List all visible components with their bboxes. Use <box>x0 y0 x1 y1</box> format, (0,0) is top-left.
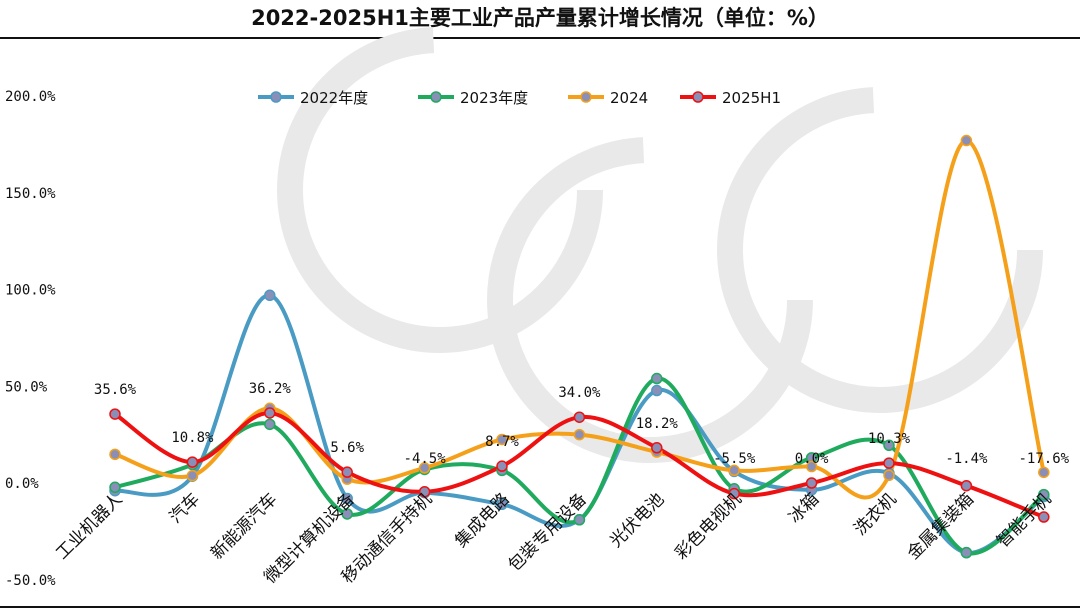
data-point <box>341 492 353 505</box>
data-point <box>109 448 121 461</box>
data-label: 0.0% <box>795 451 829 467</box>
x-tick-label: 光伏电池 <box>606 489 668 551</box>
data-point <box>728 464 740 477</box>
legend-marker <box>580 91 592 103</box>
data-point <box>341 466 353 478</box>
data-label: 10.8% <box>171 430 214 446</box>
data-label: -17.6% <box>1019 451 1070 467</box>
data-point <box>883 457 895 469</box>
legend: 2022年度 2023年度 2024 2025H1 <box>258 89 781 107</box>
y-tick-label: 150.0% <box>5 186 56 202</box>
y-tick-label: 50.0% <box>5 379 48 395</box>
x-tick-label: 新能源汽车 <box>207 489 281 563</box>
data-point <box>728 487 740 500</box>
data-point <box>573 514 586 526</box>
legend-label: 2025H1 <box>722 89 781 107</box>
data-point <box>1038 511 1050 523</box>
y-axis: -50.0% 0.0% 50.0% 100.0% 150.0% 200.0% <box>5 89 56 589</box>
legend-label: 2023年度 <box>460 89 528 107</box>
series-markers <box>109 134 1050 559</box>
data-label: 8.7% <box>485 434 519 450</box>
data-label: 34.0% <box>558 385 601 401</box>
data-point <box>418 485 431 498</box>
data-label: 36.2% <box>249 381 292 397</box>
data-point <box>573 411 586 423</box>
data-point <box>341 508 353 520</box>
x-tick-label: 工业机器人 <box>52 489 126 563</box>
x-tick-label: 包装专用设备 <box>505 489 591 575</box>
legend-marker <box>692 91 704 103</box>
data-point <box>496 433 508 446</box>
data-point <box>496 498 508 511</box>
data-point <box>960 479 973 492</box>
data-point <box>1038 488 1050 501</box>
data-point <box>109 408 121 420</box>
data-point <box>651 372 663 385</box>
data-point <box>264 289 276 302</box>
data-point <box>496 460 508 472</box>
y-tick-label: 200.0% <box>5 89 56 105</box>
x-tick-label: 冰箱 <box>785 489 823 527</box>
chart-title: 2022-2025H1主要工业产品产量累计增长情况（单位：%） <box>251 6 829 30</box>
data-label: 5.6% <box>330 440 364 456</box>
x-tick-label: 彩色电视机 <box>671 489 745 563</box>
data-point <box>805 460 818 473</box>
y-tick-label: -50.0% <box>5 573 56 589</box>
x-tick-label: 汽车 <box>166 489 204 527</box>
data-point <box>264 407 276 419</box>
bottom-rule <box>0 606 1080 608</box>
data-label: 35.6% <box>94 382 137 398</box>
data-point <box>651 384 663 397</box>
data-label: 10.3% <box>868 431 911 447</box>
data-point <box>883 469 895 482</box>
data-point <box>264 418 276 431</box>
data-point <box>109 481 121 494</box>
data-label: -1.4% <box>945 451 988 467</box>
data-label: -5.5% <box>713 451 756 467</box>
data-label: 18.2% <box>636 416 679 432</box>
data-point <box>960 134 973 147</box>
data-point <box>1038 466 1050 479</box>
data-point <box>573 428 586 441</box>
data-point <box>805 477 818 489</box>
data-point <box>651 442 663 454</box>
title-rule <box>0 37 1080 39</box>
data-point <box>883 439 895 452</box>
legend-label: 2024 <box>610 89 648 107</box>
legend-marker <box>430 91 442 103</box>
y-tick-label: 100.0% <box>5 283 56 299</box>
data-point <box>186 469 199 482</box>
data-point <box>186 456 199 468</box>
data-point <box>960 546 973 559</box>
y-tick-label: 0.0% <box>5 476 39 492</box>
legend-marker <box>270 91 282 103</box>
legend-label: 2022年度 <box>300 89 368 107</box>
data-labels: 35.6% 10.8% 36.2% 5.6% -4.5% 8.7% 34.0% 18.2% -5… <box>94 381 1070 467</box>
data-label: -4.5% <box>404 451 447 467</box>
data-point <box>418 462 431 474</box>
